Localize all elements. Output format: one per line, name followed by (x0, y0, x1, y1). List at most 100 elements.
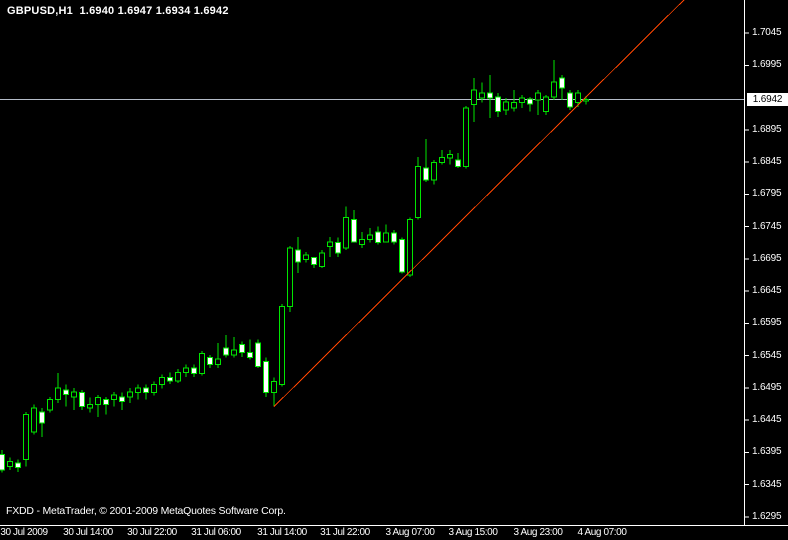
candle-body (167, 377, 173, 382)
candle-body (263, 360, 269, 393)
candle-body (311, 257, 317, 266)
candle-body (567, 92, 573, 108)
candle-body (15, 462, 21, 468)
candle-body (327, 241, 333, 248)
trendline[interactable] (273, 0, 685, 408)
candle-body (271, 380, 277, 393)
candle-body (0, 453, 5, 471)
candle-body (191, 367, 197, 375)
price-axis-label: 1.6995 (752, 59, 782, 71)
candle-body (295, 249, 301, 263)
candle-body (175, 371, 181, 382)
candle-body (63, 389, 69, 395)
price-axis-label: 1.6295 (752, 511, 782, 522)
candle-body (407, 219, 413, 276)
candle-body (119, 396, 125, 402)
time-axis-label: 31 Jul 14:00 (257, 527, 307, 538)
candle-body (231, 349, 237, 356)
price-axis-label: 1.6595 (752, 317, 782, 329)
price-axis-label: 1.6695 (752, 252, 782, 264)
candle-body (55, 387, 61, 401)
candle-body (527, 98, 533, 105)
candle-body (159, 377, 165, 386)
candle-body (511, 102, 517, 109)
candle-body (399, 239, 405, 273)
candle-body (479, 92, 485, 99)
candle-body (239, 344, 245, 353)
price-axis-label: 1.6845 (752, 156, 782, 168)
candle-body (543, 96, 549, 113)
price-axis-label: 1.6395 (752, 446, 782, 458)
candle-body (215, 358, 221, 366)
time-axis-label: 30 Jul 14:00 (63, 527, 113, 538)
candle-body (351, 219, 357, 243)
candle-body (223, 347, 229, 356)
candle-body (135, 387, 141, 393)
time-axis-label: 3 Aug 07:00 (385, 527, 435, 538)
candle-body (439, 157, 445, 164)
candle-body (575, 92, 581, 104)
candle-body (127, 391, 133, 398)
price-axis-label: 1.6445 (752, 414, 782, 426)
candle-body (583, 98, 589, 102)
candle-body (423, 167, 429, 181)
price-axis-label: 1.6645 (752, 285, 782, 297)
candle-body (335, 242, 341, 254)
price-axis-label: 1.6895 (752, 123, 782, 135)
candle-body (287, 247, 293, 308)
candle-body (471, 89, 477, 106)
candle-body (319, 252, 325, 268)
candle-body (383, 232, 389, 243)
candle-body (199, 353, 205, 375)
candle-body (431, 162, 437, 181)
candle-body (551, 81, 557, 98)
candle-body (23, 413, 29, 461)
candle-body (255, 342, 261, 368)
time-axis-label: 30 Jul 22:00 (127, 527, 177, 538)
price-axis-label: 1.6495 (752, 381, 782, 393)
price-axis-label: 1.6745 (752, 220, 782, 232)
candle-body (87, 404, 93, 409)
candle-body (559, 77, 565, 89)
candle-body (111, 394, 117, 401)
candle-body (79, 391, 85, 408)
current-price-badge: 1.6942 (747, 92, 788, 106)
price-axis-label: 1.6795 (752, 188, 782, 200)
candle-body (247, 351, 253, 359)
candle-body (7, 461, 13, 468)
candle-body (391, 232, 397, 243)
candle-body (343, 217, 349, 249)
candle-body (519, 97, 525, 104)
time-axis-label: 4 Aug 07:00 (577, 527, 627, 538)
candle-body (95, 397, 101, 406)
time-axis-label: 30 Jul 2009 (0, 527, 48, 538)
chart-symbol-quote-line: GBPUSD,H1 1.6940 1.6947 1.6934 1.6942 (7, 5, 229, 17)
time-axis-label: 31 Jul 22:00 (320, 527, 370, 538)
candle-body (367, 234, 373, 241)
candle-body (535, 92, 541, 101)
candle-body (487, 92, 493, 99)
candle-body (143, 387, 149, 393)
candle-body (151, 384, 157, 393)
candle-body (71, 391, 77, 398)
platform-copyright: FXDD - MetaTrader, © 2001-2009 MetaQuote… (6, 505, 286, 517)
candle-body (31, 407, 37, 433)
candle-body (415, 166, 421, 219)
time-axis-label: 3 Aug 23:00 (513, 527, 563, 538)
price-axis-label: 1.6345 (752, 478, 782, 490)
candle-body (447, 153, 453, 159)
candle-body (207, 357, 213, 366)
candle-body (455, 159, 461, 168)
candle-body (359, 239, 365, 246)
candle-body (463, 107, 469, 168)
price-axis-label: 1.6545 (752, 349, 782, 361)
candle-body (279, 306, 285, 386)
candle-body (183, 367, 189, 373)
price-axis-label: 1.7045 (752, 27, 782, 38)
time-axis-label: 31 Jul 06:00 (191, 527, 241, 538)
time-axis-label: 3 Aug 15:00 (448, 527, 498, 538)
candle-body (47, 399, 53, 411)
candle-body (39, 411, 45, 424)
